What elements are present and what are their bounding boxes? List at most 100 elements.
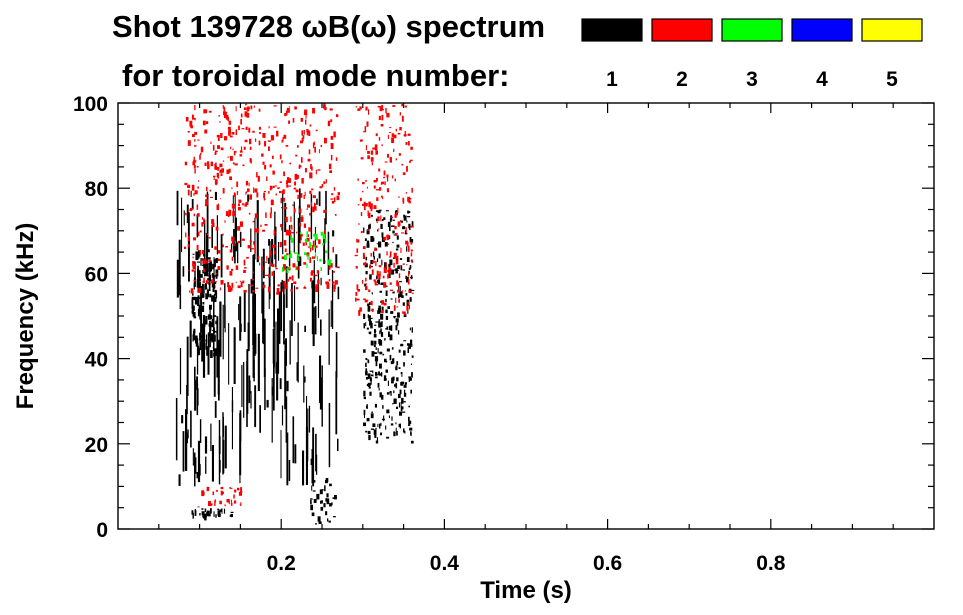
- spectrum-pixel: [286, 268, 288, 272]
- spectrum-pixel: [394, 178, 396, 182]
- spectrum-pixel: [185, 117, 189, 122]
- spectrum-pixel: [325, 250, 328, 254]
- spectrum-pixel: [249, 380, 251, 394]
- spectrum-pixel: [373, 344, 376, 348]
- spectrum-pixel: [205, 194, 208, 198]
- spectrum-pixel: [208, 501, 212, 507]
- spectrum-pixel: [375, 150, 378, 155]
- spectrum-pixel: [386, 174, 389, 178]
- spectrum-pixel: [410, 431, 412, 436]
- spectrum-pixel: [317, 169, 321, 171]
- spectrum-pixel: [315, 284, 319, 287]
- spectrum-pixel: [252, 271, 254, 274]
- spectrum-pixel: [194, 105, 196, 111]
- spectrum-pixel: [210, 196, 213, 198]
- spectrum-pixel: [214, 334, 216, 339]
- spectrum-pixel: [397, 315, 400, 317]
- spectrum-pixel: [249, 240, 252, 243]
- spectrum-pixel: [199, 281, 201, 288]
- spectrum-pixel: [393, 262, 395, 268]
- spectrum-pixel: [239, 231, 242, 248]
- spectrum-pixel: [245, 201, 249, 205]
- spectrum-pixel: [296, 256, 298, 262]
- spectrum-pixel: [290, 250, 292, 256]
- spectrum-pixel: [262, 229, 266, 232]
- spectrum-pixel: [271, 386, 274, 396]
- spectrum-pixel: [383, 267, 387, 273]
- spectrum-pixel: [222, 304, 224, 360]
- spectrum-pixel: [285, 145, 289, 147]
- spectrum-pixel: [209, 308, 211, 315]
- spectrum-pixel: [392, 403, 394, 405]
- spectrum-pixel: [381, 259, 383, 266]
- spectrum-pixel: [274, 185, 277, 187]
- series-mode-2-7: [197, 486, 243, 508]
- spectrum-pixel: [239, 413, 242, 476]
- spectrum-pixel: [205, 339, 208, 342]
- spectrum-pixel: [193, 164, 196, 169]
- spectrum-pixel: [306, 208, 308, 210]
- spectrum-pixel: [304, 285, 306, 288]
- spectrum-pixel: [313, 141, 315, 146]
- spectrum-pixel: [238, 203, 240, 207]
- spectrum-pixel: [237, 487, 240, 491]
- y-tick-label: 100: [73, 93, 108, 116]
- spectrum-pixel: [197, 277, 200, 281]
- spectrum-pixel: [230, 502, 233, 506]
- spectrum-pixel: [238, 304, 240, 321]
- spectrum-pixel: [386, 326, 389, 330]
- spectrum-pixel: [218, 420, 221, 485]
- spectrum-pixel: [308, 149, 311, 155]
- spectrum-pixel: [186, 432, 188, 444]
- spectrum-pixel: [311, 166, 313, 171]
- spectrum-pixel: [384, 338, 386, 341]
- spectrum-pixel: [258, 140, 261, 146]
- spectrum-pixel: [373, 205, 377, 210]
- spectrum-pixel: [248, 182, 250, 187]
- spectrum-pixel: [233, 229, 235, 258]
- spectrum-pixel: [191, 199, 194, 210]
- spectrum-pixel: [192, 312, 196, 317]
- spectrum-pixel: [410, 363, 412, 365]
- spectrum-pixel: [273, 105, 277, 107]
- spectrum-pixel: [375, 321, 379, 323]
- spectrum-pixel: [322, 234, 326, 240]
- spectrum-pixel: [396, 280, 398, 286]
- spectrum-pixel: [292, 117, 295, 123]
- spectrum-pixel: [226, 169, 230, 174]
- spectrum-pixel: [223, 107, 226, 112]
- spectrum-pixel: [197, 282, 201, 293]
- spectrum-pixel: [390, 423, 394, 426]
- spectrum-pixel: [377, 216, 380, 222]
- spectrum-pixel: [207, 257, 211, 260]
- spectrum-pixel: [201, 217, 204, 220]
- spectrum-pixel: [376, 258, 379, 263]
- spectrum-pixel: [375, 371, 378, 376]
- spectrum-pixel: [287, 109, 290, 113]
- spectrum-pixel: [381, 144, 383, 147]
- spectrum-pixel: [366, 243, 370, 248]
- spectrum-pixel: [283, 240, 287, 246]
- spectrum-heatmap: [175, 103, 415, 525]
- spectrum-pixel: [219, 287, 221, 291]
- spectrum-pixel: [407, 347, 409, 353]
- spectrum-pixel: [391, 133, 395, 138]
- spectrum-pixel: [196, 261, 200, 263]
- spectrum-pixel: [301, 137, 304, 142]
- spectrum-pixel: [264, 274, 268, 276]
- spectrum-pixel: [295, 154, 298, 157]
- spectrum-pixel: [277, 187, 280, 189]
- spectrum-pixel: [406, 220, 408, 223]
- spectrum-pixel: [374, 284, 378, 286]
- spectrum-pixel: [365, 283, 367, 285]
- spectrum-pixel: [333, 516, 336, 518]
- spectrum-pixel: [332, 281, 335, 284]
- spectrum-pixel: [333, 270, 335, 273]
- spectrum-pixel: [243, 259, 246, 266]
- spectrum-pixel: [210, 161, 213, 167]
- spectrum-pixel: [300, 216, 304, 222]
- spectrum-pixel: [367, 155, 370, 160]
- spectrum-pixel: [399, 265, 402, 267]
- spectrum-pixel: [312, 240, 315, 247]
- spectrum-pixel: [210, 350, 213, 358]
